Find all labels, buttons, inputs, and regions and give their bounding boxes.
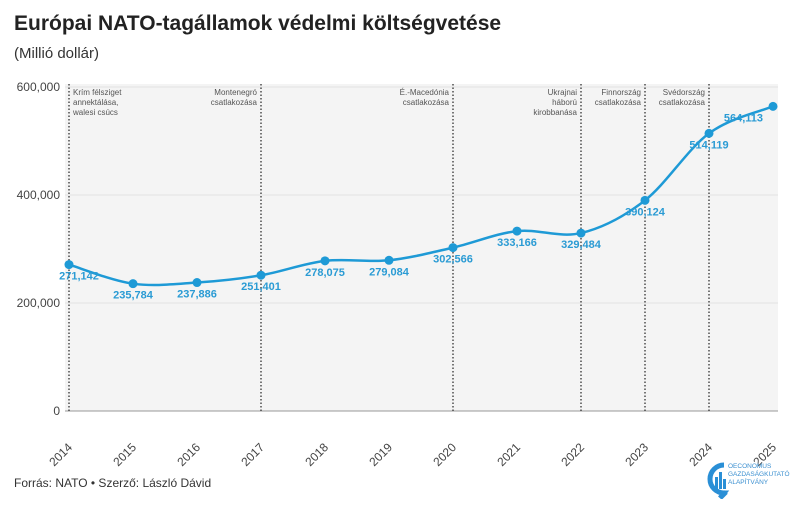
x-tick-label: 2020 bbox=[430, 440, 459, 469]
annotation-text: Krím félsziget bbox=[73, 88, 122, 97]
data-label: 329,484 bbox=[561, 239, 602, 251]
data-label: 564,113 bbox=[724, 112, 763, 124]
logo-line: GAZDASÁGKUTATÓ bbox=[728, 471, 790, 478]
data-label: 235,784 bbox=[113, 290, 154, 302]
annotation-text: csatlakozása bbox=[595, 98, 642, 107]
x-tick-label: 2023 bbox=[622, 440, 651, 469]
annotation-text: É.-Macedónia bbox=[400, 88, 450, 97]
y-tick-label: 200,000 bbox=[17, 296, 61, 310]
series-line bbox=[68, 105, 774, 287]
annotation-text: csatlakozása bbox=[659, 98, 706, 107]
x-tick-label: 2019 bbox=[366, 440, 395, 469]
data-point bbox=[64, 260, 74, 270]
annotation-text: Svédország bbox=[663, 88, 705, 97]
logo-line: OECONOMUS bbox=[728, 463, 772, 470]
data-point bbox=[128, 279, 138, 289]
y-tick-label: 400,000 bbox=[17, 188, 61, 202]
x-tick-label: 2015 bbox=[110, 440, 139, 469]
data-point bbox=[192, 278, 202, 288]
x-tick-label: 2016 bbox=[174, 440, 203, 469]
data-point bbox=[448, 243, 458, 253]
chart-subtitle: (Millió dollár) bbox=[14, 45, 100, 62]
annotation-text: háború bbox=[552, 98, 577, 107]
annotation-text: Ukrajnai bbox=[548, 88, 578, 97]
annotation-text: Finnország bbox=[601, 88, 641, 97]
annotation-text: csatlakozása bbox=[403, 98, 450, 107]
data-point bbox=[256, 270, 266, 280]
data-label: 237,886 bbox=[177, 289, 217, 301]
data-label: 302,566 bbox=[433, 254, 473, 266]
x-tick-label: 2021 bbox=[494, 440, 523, 469]
data-point bbox=[576, 228, 586, 238]
chart-title: Európai NATO-tagállamok védelmi költségv… bbox=[14, 12, 502, 35]
data-point bbox=[768, 101, 778, 111]
data-point bbox=[384, 255, 394, 265]
logo-line: ALAPÍTVÁNY bbox=[728, 479, 769, 486]
data-label: 390,124 bbox=[625, 206, 666, 218]
oeconomus-logo-icon bbox=[707, 462, 730, 499]
annotation-text: kirobbanása bbox=[533, 108, 577, 117]
annotation-text: Montenegró bbox=[214, 88, 257, 97]
annotation-text: annektálása, bbox=[73, 98, 118, 107]
data-point bbox=[704, 128, 714, 138]
x-tick-label: 2018 bbox=[302, 440, 331, 469]
data-label: 251,401 bbox=[241, 281, 281, 293]
data-point bbox=[320, 256, 330, 266]
y-tick-label: 0 bbox=[53, 404, 60, 418]
data-label: 278,075 bbox=[305, 267, 345, 279]
logo-text: OECONOMUS GAZDASÁGKUTATÓ ALAPÍTVÁNY bbox=[728, 463, 790, 487]
line-chart: 0 200,000 400,000 600,000 2014 2015 2016 2017 20… bbox=[17, 80, 780, 469]
x-tick-label: 2022 bbox=[558, 440, 587, 469]
annotation-text: csatlakozása bbox=[211, 98, 258, 107]
y-tick-label: 600,000 bbox=[17, 80, 61, 94]
data-label: 333,166 bbox=[497, 237, 537, 249]
data-label: 271,142 bbox=[59, 271, 99, 283]
x-tick-label: 2017 bbox=[238, 440, 267, 469]
x-tick-label: 2014 bbox=[46, 440, 75, 469]
plot-background bbox=[65, 84, 778, 411]
data-label: 514,119 bbox=[689, 139, 728, 151]
data-point bbox=[640, 195, 650, 205]
data-label: 279,084 bbox=[369, 266, 410, 278]
annotation-text: walesi csúcs bbox=[72, 108, 118, 117]
source-credit: Forrás: NATO • Szerző: László Dávid bbox=[14, 476, 212, 490]
data-point bbox=[512, 226, 522, 236]
